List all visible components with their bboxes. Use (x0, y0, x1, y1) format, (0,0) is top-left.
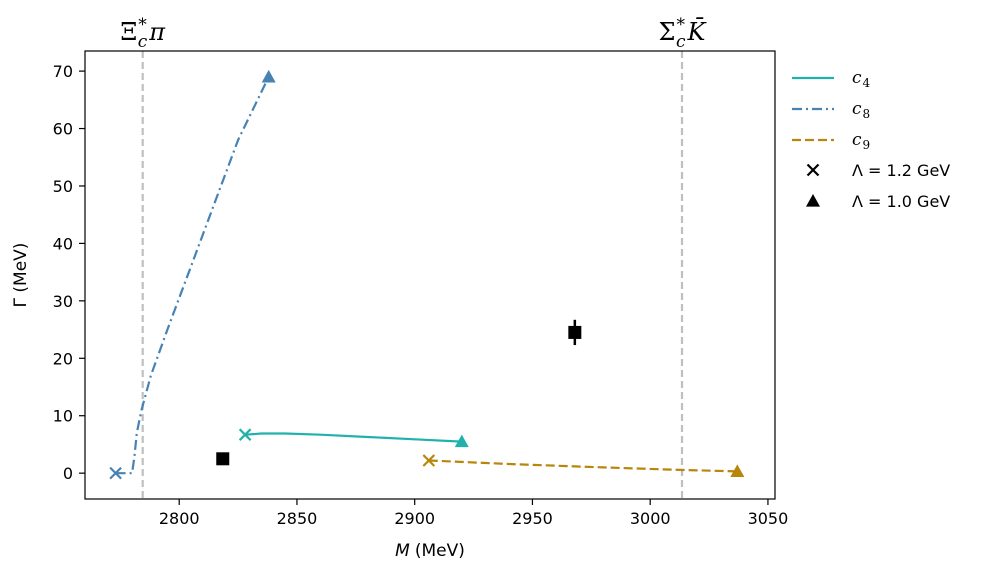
x-tick-label-3000: 3000 (630, 509, 671, 528)
y-tick-label-60: 60 (53, 120, 73, 139)
threshold-label-1: Σ* cK̄ (659, 15, 708, 52)
x-axis-label: M (MeV) (395, 541, 465, 561)
x-tick-label-2850: 2850 (277, 509, 318, 528)
y-tick-label-70: 70 (53, 62, 73, 81)
x-tick-label-2900: 2900 (394, 509, 435, 528)
x-tick-label-3050: 3050 (748, 509, 789, 528)
y-axis-label: Γ (MeV) (11, 243, 31, 308)
series-end-marker-c4 (454, 434, 469, 448)
legend-marker-0 (806, 163, 820, 177)
y-axis-ticks: 0 10 20 30 40 50 60 70 (53, 62, 85, 483)
series-end-marker-c9 (730, 464, 745, 478)
x-axis-label-var: M (395, 541, 410, 561)
legend-label-c9: c9 (852, 130, 870, 152)
series-start-marker-c8 (109, 466, 122, 480)
threshold-label-0: Ξ* cπ (120, 15, 166, 52)
series-line-c8 (115, 76, 270, 475)
y-tick-label-30: 30 (53, 292, 73, 311)
y-tick-label-0: 0 (63, 464, 73, 483)
series-line-c4 (245, 432, 462, 443)
y-tick-label-10: 10 (53, 407, 73, 426)
y-tick-label-40: 40 (53, 234, 73, 253)
series-lines (115, 76, 738, 475)
x-axis-label-unit: (MeV) (415, 541, 465, 561)
series-start-marker-c4 (238, 428, 252, 441)
y-tick-label-50: 50 (53, 177, 73, 196)
legend-label-c4: c4 (852, 68, 871, 90)
legend-label-c8: c8 (852, 99, 870, 121)
legend-marker-1 (806, 194, 820, 207)
experiment-point-0 (216, 452, 230, 466)
x-tick-label-2950: 2950 (512, 509, 553, 528)
experiment-point-1 (568, 325, 582, 339)
legend-label-marker-1: Λ = 1.0 GeV (852, 192, 950, 211)
plot-frame (84, 50, 776, 500)
experimental-points (216, 319, 582, 466)
legend-label-marker-0: Λ = 1.2 GeV (852, 161, 950, 180)
threshold-lines: Ξ* cπ Σ* cK̄ (120, 15, 708, 499)
y-tick-label-20: 20 (53, 349, 73, 368)
series-markers (109, 69, 745, 480)
series-line-c9 (428, 459, 738, 473)
x-axis-ticks: 2800 2850 2900 2950 3000 3050 (159, 499, 788, 528)
legend: c4 c8 c9 Λ = 1.2 GeV Λ = 1.0 GeV (792, 68, 950, 211)
x-tick-label-2800: 2800 (159, 509, 200, 528)
series-start-marker-c9 (422, 454, 436, 467)
series-end-marker-c8 (261, 69, 276, 83)
